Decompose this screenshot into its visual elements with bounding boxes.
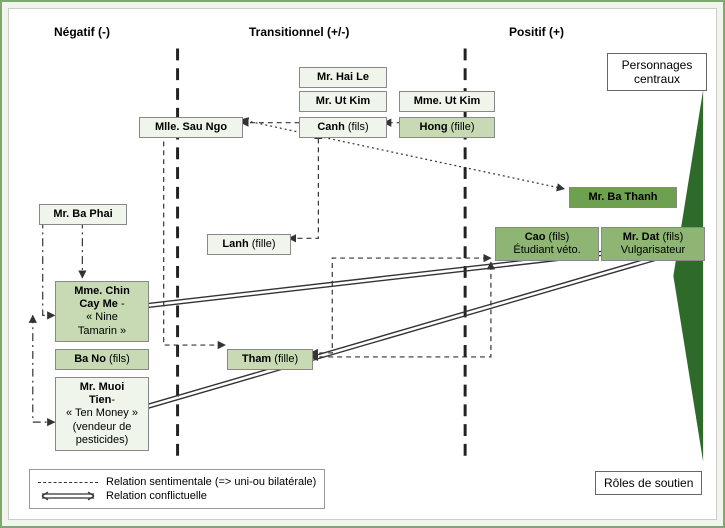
legend-conflict-label: Relation conflictuelle [106,490,207,502]
side-top: Personnages centraux [607,53,707,91]
node-cao: Cao (fils) Étudiant véto. [495,227,599,261]
node-ba_phai: Mr. Ba Phai [39,204,127,225]
diagram-canvas: Négatif (-) Transitionnel (+/-) Positif … [8,8,717,520]
node-hong: Hong (fille) [399,117,495,138]
node-ba_thanh: Mr. Ba Thanh [569,187,677,208]
node-muoi: Mr. Muoi Tien- « Ten Money » (vendeur de… [55,377,149,451]
node-chin: Mme. Chin Cay Me - « Nine Tamarin » [55,281,149,342]
legend-conflict: Relation conflictuelle [38,490,316,502]
node-sau_ngo: Mlle. Sau Ngo [139,117,243,138]
col-transitional: Transitionnel (+/-) [249,25,349,39]
double-arrow-icon [38,491,98,501]
node-ba_no: Ba No (fils) [55,349,149,370]
legend-sentimental-label: Relation sentimentale (=> uni-ou bilatér… [106,476,316,488]
node-ut_kim_m: Mr. Ut Kim [299,91,387,112]
node-lanh: Lanh (fille) [207,234,291,255]
col-positive: Positif (+) [509,25,564,39]
col-negative: Négatif (-) [54,25,110,39]
node-ut_kim_f: Mme. Ut Kim [399,91,495,112]
node-hai_le: Mr. Hai Le [299,67,387,88]
node-tham: Tham (fille) [227,349,313,370]
side-bottom: Rôles de soutien [595,471,702,495]
node-canh: Canh (fils) [299,117,387,138]
node-dat: Mr. Dat (fils) Vulgarisateur [601,227,705,261]
legend-sentimental: Relation sentimentale (=> uni-ou bilatér… [38,476,316,488]
legend: Relation sentimentale (=> uni-ou bilatér… [29,469,325,509]
diagram-frame: Négatif (-) Transitionnel (+/-) Positif … [0,0,725,528]
